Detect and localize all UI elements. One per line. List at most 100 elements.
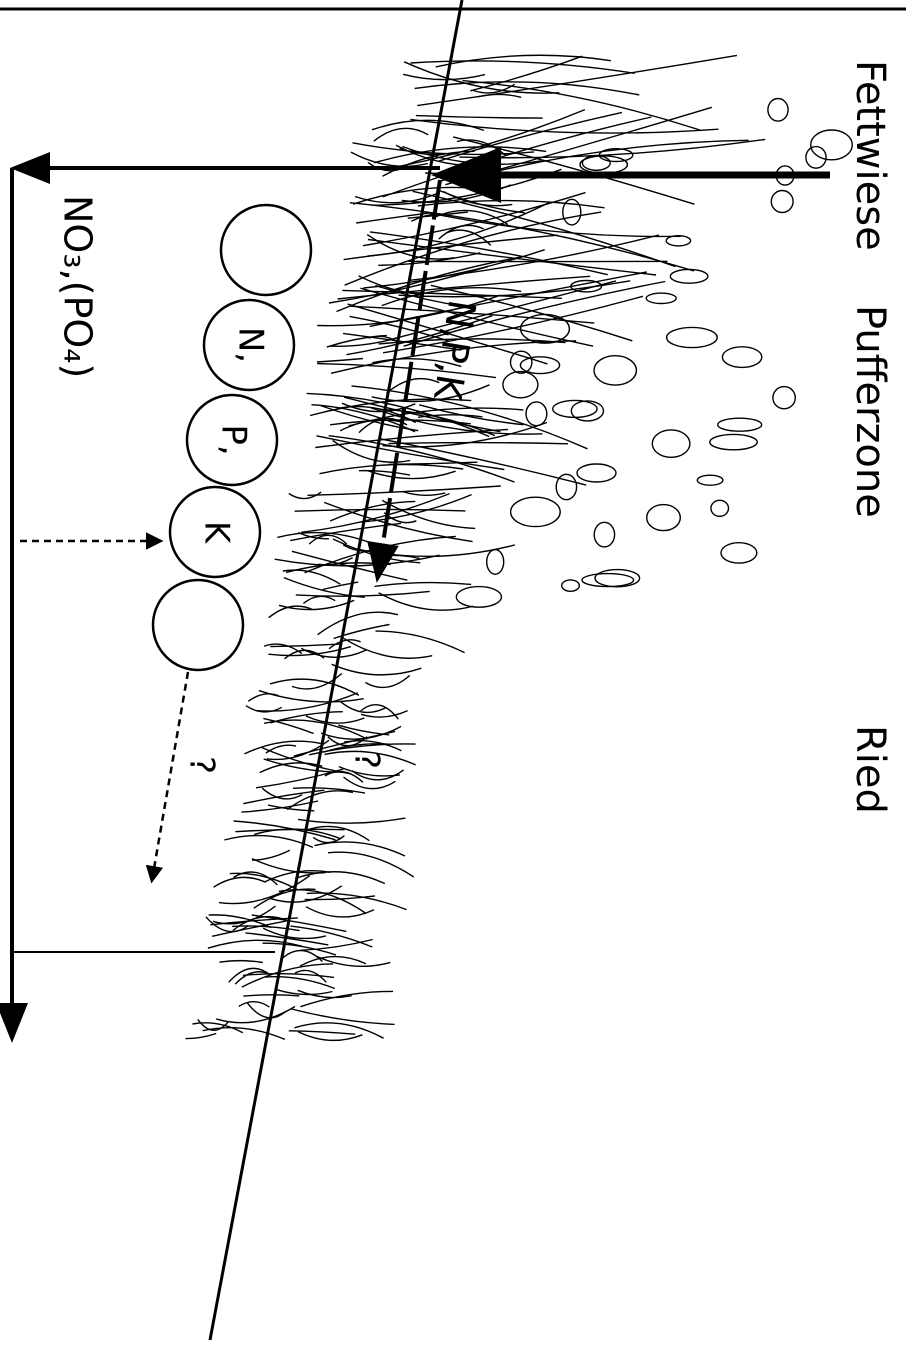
plant-stroke xyxy=(378,437,587,486)
plant-stroke xyxy=(349,202,695,272)
plant-stroke xyxy=(292,787,366,794)
plant-stroke xyxy=(246,1002,286,1019)
plant-stroke xyxy=(362,191,586,247)
plant-leaf xyxy=(720,542,758,564)
flow-arrow xyxy=(367,179,442,583)
plant-stroke xyxy=(238,1001,270,1008)
plant-stroke xyxy=(252,849,291,861)
plant-stroke xyxy=(331,663,422,676)
plant-leaf xyxy=(519,313,571,344)
question-mark: ? xyxy=(182,756,222,774)
plant-stroke xyxy=(282,569,341,585)
plant-stroke xyxy=(350,151,429,167)
plant-stroke xyxy=(372,358,462,368)
plant-leaf xyxy=(555,473,578,501)
plant-stroke xyxy=(354,191,440,204)
plant-stroke xyxy=(378,592,474,611)
plant-stroke xyxy=(327,851,415,878)
plant-stroke xyxy=(346,315,493,356)
plant-stroke xyxy=(245,705,283,713)
plant-stroke xyxy=(288,1030,356,1035)
plant-stroke xyxy=(262,927,327,940)
plant-leaf xyxy=(593,354,638,386)
plant-leaf xyxy=(593,521,616,548)
plant-stroke xyxy=(324,750,416,766)
plant-stroke xyxy=(300,938,373,951)
plant-stroke xyxy=(343,396,501,433)
plant-stroke xyxy=(278,599,355,611)
plant-stroke xyxy=(333,623,390,640)
plant-stroke xyxy=(297,1031,363,1042)
plant-stroke xyxy=(301,492,450,533)
plant-stroke xyxy=(366,234,455,260)
plant-stroke xyxy=(417,199,605,209)
plant-stroke xyxy=(264,976,336,990)
plant-stroke xyxy=(347,303,548,365)
plant-stroke xyxy=(307,485,501,496)
plant-stroke xyxy=(378,252,481,266)
plant-stroke xyxy=(269,678,360,697)
cycle-label: P, xyxy=(214,424,254,455)
plant-stroke xyxy=(228,967,271,983)
plant-stroke xyxy=(473,83,516,94)
plant-stroke xyxy=(360,709,408,718)
plant-stroke xyxy=(263,643,303,655)
plant-stroke xyxy=(233,820,336,841)
output-dashed-arrow xyxy=(145,671,190,884)
plant-stroke xyxy=(328,639,361,650)
plant-stroke xyxy=(470,55,583,92)
plant-stroke xyxy=(332,439,411,463)
plant-stroke xyxy=(344,211,602,286)
plant-stroke xyxy=(373,127,429,142)
plant-stroke xyxy=(305,906,375,918)
plant-stroke xyxy=(435,54,612,68)
plant-stroke xyxy=(309,398,472,417)
plant-stroke xyxy=(224,834,314,849)
plant-stroke xyxy=(323,743,390,753)
plant-stroke xyxy=(360,704,399,720)
plant-stroke xyxy=(258,689,364,703)
plant-stroke xyxy=(378,338,566,345)
plant-stroke xyxy=(358,469,411,476)
plant-stroke xyxy=(253,888,316,909)
plant-stroke xyxy=(291,672,343,690)
plant-stroke xyxy=(370,406,543,435)
plant-leaf xyxy=(669,268,709,284)
plant-stroke xyxy=(371,384,490,403)
plant-stroke xyxy=(294,871,386,885)
plant-stroke xyxy=(330,340,577,374)
plant-stroke xyxy=(369,231,608,276)
plant-leaf xyxy=(645,292,677,305)
plant-stroke xyxy=(386,377,440,394)
cycle-circle xyxy=(202,298,296,392)
plant-stroke xyxy=(233,871,278,886)
leaching-label: NO₃,(PO₄) xyxy=(56,195,100,378)
plant-stroke xyxy=(317,611,399,636)
plant-stroke xyxy=(396,108,586,168)
plant-stroke xyxy=(329,336,399,347)
plant-leaf xyxy=(710,499,730,517)
plant-stroke xyxy=(316,357,363,363)
plant-stroke xyxy=(284,649,325,660)
plant-leaf xyxy=(502,370,539,399)
plant-leaf xyxy=(772,385,796,410)
plant-stroke xyxy=(462,79,701,131)
plant-stroke xyxy=(403,61,560,94)
plant-stroke xyxy=(343,776,396,790)
plant-stroke xyxy=(421,210,681,238)
plant-stroke xyxy=(235,828,345,833)
plant-stroke xyxy=(297,531,329,540)
cycle-circle xyxy=(219,203,313,297)
plant-leaf xyxy=(486,548,505,575)
plant-stroke xyxy=(314,841,406,857)
plant-stroke xyxy=(477,93,522,98)
plant-leaf xyxy=(709,433,758,451)
plant-stroke xyxy=(270,643,340,648)
plant-stroke xyxy=(375,630,465,654)
plant-stroke xyxy=(415,114,543,119)
plant-stroke xyxy=(259,762,323,774)
plant-stroke xyxy=(216,1005,296,1024)
plant-stroke xyxy=(218,875,311,905)
plant-stroke xyxy=(270,711,343,724)
plant-stroke xyxy=(306,392,490,438)
